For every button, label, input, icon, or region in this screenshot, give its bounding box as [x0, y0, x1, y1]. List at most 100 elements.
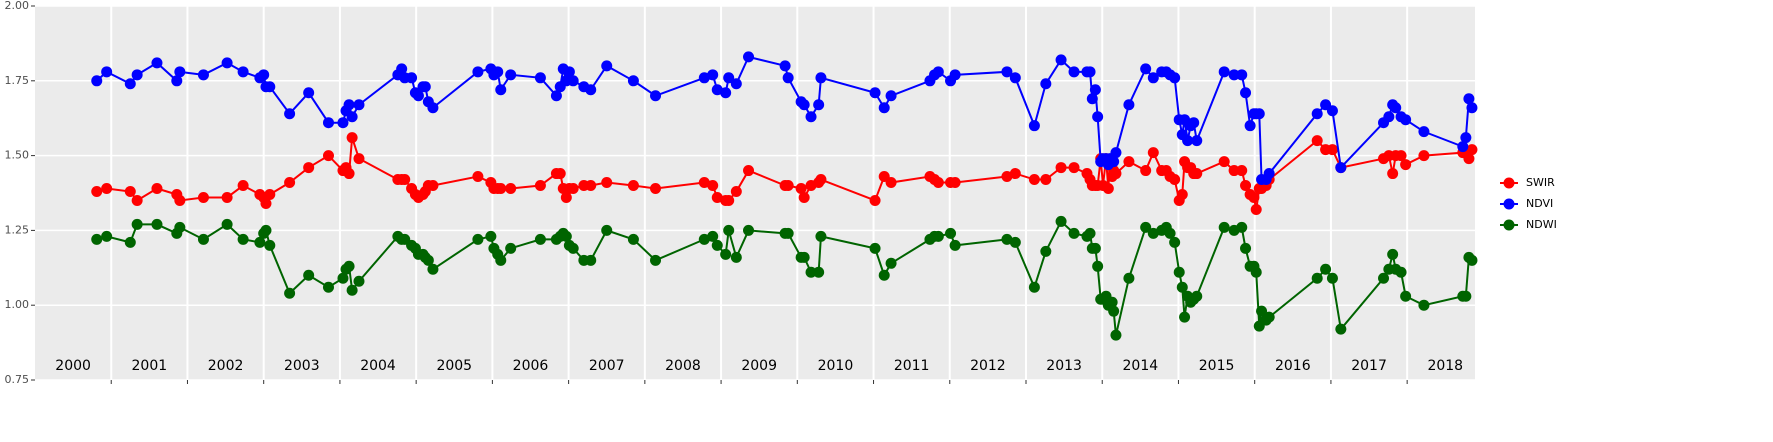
- point: [730, 78, 742, 90]
- point: [869, 194, 881, 206]
- point: [1395, 150, 1407, 162]
- point: [1068, 227, 1080, 239]
- point: [815, 174, 827, 186]
- y-tick-label: 1.00: [5, 298, 30, 311]
- point: [1009, 72, 1021, 84]
- point: [1320, 263, 1332, 275]
- point: [197, 191, 209, 203]
- point: [932, 230, 944, 242]
- point: [885, 177, 897, 189]
- point: [1311, 108, 1323, 120]
- year-label: 2007: [589, 358, 625, 374]
- point: [495, 183, 507, 195]
- year-label: 2004: [360, 358, 396, 374]
- point: [730, 186, 742, 198]
- point: [782, 180, 794, 192]
- point: [743, 51, 755, 63]
- point: [707, 230, 719, 242]
- point: [1218, 66, 1230, 78]
- point: [1028, 281, 1040, 293]
- point: [322, 117, 334, 129]
- point: [353, 275, 365, 287]
- point: [264, 239, 276, 251]
- point: [567, 183, 579, 195]
- point: [563, 66, 575, 78]
- point: [1253, 108, 1265, 120]
- year-label: 2009: [741, 358, 777, 374]
- point: [1466, 254, 1478, 266]
- point: [1140, 165, 1152, 177]
- point: [805, 111, 817, 123]
- legend-label: SWIR: [1526, 176, 1555, 189]
- point: [1326, 144, 1338, 156]
- point: [1236, 221, 1248, 233]
- point: [1179, 311, 1191, 323]
- point: [1106, 296, 1118, 308]
- point: [627, 180, 639, 192]
- point: [585, 84, 597, 96]
- point: [932, 66, 944, 78]
- point: [1140, 221, 1152, 233]
- point: [472, 171, 484, 183]
- point: [346, 284, 358, 296]
- point: [945, 227, 957, 239]
- point: [1001, 233, 1013, 245]
- point: [1092, 260, 1104, 272]
- point: [1236, 69, 1248, 81]
- point: [585, 180, 597, 192]
- year-label: 2006: [513, 358, 549, 374]
- point: [1378, 272, 1390, 284]
- point: [1383, 111, 1395, 123]
- point: [805, 266, 817, 278]
- point: [151, 57, 163, 69]
- year-label: 2015: [1199, 358, 1235, 374]
- point: [1248, 191, 1260, 203]
- point: [1028, 120, 1040, 132]
- point: [1311, 135, 1323, 147]
- point: [343, 99, 355, 111]
- point: [221, 57, 233, 69]
- point: [1263, 311, 1275, 323]
- point: [650, 254, 662, 266]
- point: [1040, 174, 1052, 186]
- year-label: 2012: [970, 358, 1006, 374]
- point: [1400, 290, 1412, 302]
- point: [550, 90, 562, 102]
- point: [427, 263, 439, 275]
- point: [1218, 221, 1230, 233]
- point: [343, 260, 355, 272]
- point: [337, 117, 349, 129]
- point: [237, 66, 249, 78]
- year-label: 2018: [1427, 358, 1463, 374]
- point: [869, 242, 881, 254]
- point: [1218, 156, 1230, 168]
- point: [878, 102, 890, 114]
- point: [505, 242, 517, 254]
- point: [720, 87, 732, 99]
- point: [1228, 165, 1240, 177]
- point: [1460, 290, 1472, 302]
- point: [795, 183, 807, 195]
- point: [472, 233, 484, 245]
- point: [1395, 266, 1407, 278]
- point: [1084, 66, 1096, 78]
- point: [711, 191, 723, 203]
- year-label: 2008: [665, 358, 701, 374]
- point: [422, 254, 434, 266]
- point: [151, 183, 163, 195]
- legend-label: NDVI: [1526, 197, 1553, 210]
- point: [743, 165, 755, 177]
- point: [258, 69, 270, 81]
- point: [711, 84, 723, 96]
- point: [1250, 203, 1262, 215]
- point: [171, 75, 183, 87]
- point: [1176, 281, 1188, 293]
- point: [723, 194, 735, 206]
- point: [798, 251, 810, 263]
- legend-marker: [1503, 219, 1515, 231]
- point: [1169, 72, 1181, 84]
- point: [427, 180, 439, 192]
- point: [813, 266, 825, 278]
- point: [1147, 72, 1159, 84]
